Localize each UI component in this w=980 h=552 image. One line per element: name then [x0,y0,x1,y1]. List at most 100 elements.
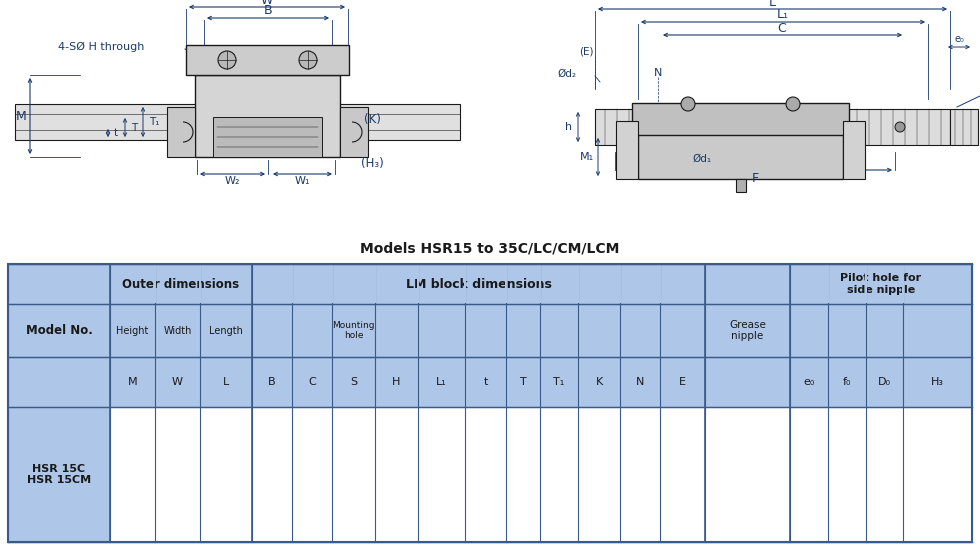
Bar [199,265,201,303]
Text: HSR 15C
HSR 15CM: HSR 15C HSR 15CM [26,464,91,485]
Text: Ød₂: Ød₂ [558,69,576,79]
Bar [827,265,829,303]
Text: Width: Width [164,326,192,336]
Text: H: H [392,377,401,387]
Text: W: W [261,0,273,7]
Text: S: S [350,377,357,387]
Text: 3.9: 3.9 [838,470,856,480]
Text: M: M [127,377,137,387]
Text: B: B [264,4,272,18]
Text: h: h [565,122,572,132]
Bar [464,265,466,303]
Bar [632,103,849,135]
Circle shape [299,51,317,69]
Text: (K): (K) [364,114,380,126]
Bar [505,265,507,303]
Text: Outer dimensions: Outer dimensions [122,278,239,290]
Text: 4-SØ H through: 4-SØ H through [58,42,144,52]
Text: B: B [269,377,275,387]
Circle shape [681,97,695,111]
Text: N: N [654,68,662,78]
Text: T₁: T₁ [149,117,160,127]
Text: F: F [752,172,759,184]
Text: Ød₁: Ød₁ [693,154,711,164]
Bar [186,45,349,75]
Bar [8,264,972,542]
Bar [417,265,419,303]
Bar [638,109,843,179]
Text: Model No.: Model No. [25,324,92,337]
Bar [213,117,322,157]
Text: 38: 38 [265,470,279,480]
Text: 3: 3 [881,470,888,480]
Text: 3.2: 3.2 [800,470,818,480]
Text: 7: 7 [519,470,526,480]
Text: L: L [768,0,775,8]
Text: T₁: T₁ [554,377,564,387]
Text: D₀: D₀ [878,377,891,387]
Text: Length: Length [209,326,243,336]
Bar [595,109,950,145]
Text: (E): (E) [579,47,593,57]
Bar [736,179,746,192]
Text: Models HSR15 to 35C/LC/CM/LCM: Models HSR15 to 35C/LC/CM/LCM [361,242,619,256]
Text: W: W [172,377,183,387]
Bar [902,265,904,303]
Bar [374,265,376,303]
Bar [15,104,460,140]
Text: t: t [114,128,119,138]
Bar [340,107,368,157]
Text: C: C [308,377,316,387]
Text: 4.7: 4.7 [929,470,947,480]
Text: 24: 24 [125,470,139,480]
Circle shape [786,97,800,111]
Bar [110,408,971,541]
Text: M5: M5 [345,470,362,480]
Text: 47: 47 [171,470,184,480]
Text: K: K [596,377,603,387]
Text: 30: 30 [305,470,319,480]
Text: E: E [679,377,686,387]
Bar [616,121,638,179]
Bar [0,0,980,264]
Text: Pilot hole for
side nipple: Pilot hole for side nipple [841,273,921,295]
Text: 56.6: 56.6 [214,470,238,480]
Bar [331,265,333,303]
Text: Height: Height [117,326,149,336]
Bar [865,265,867,303]
Text: 38.8: 38.8 [429,470,454,480]
Bar [195,75,340,157]
Bar [619,265,621,303]
Text: C: C [777,22,786,34]
Text: 11: 11 [478,470,493,480]
Text: L: L [222,377,229,387]
Text: Grease
nipple: Grease nipple [729,320,766,341]
Text: W₁: W₁ [294,176,310,186]
Bar [291,265,293,303]
Text: L₁: L₁ [777,8,789,22]
Bar [167,107,195,157]
Bar [154,265,156,303]
Text: e₀: e₀ [804,377,814,387]
Text: T: T [131,123,137,133]
Text: W₂: W₂ [224,176,240,186]
Bar [843,121,865,179]
Bar [950,109,978,145]
Text: LM block dimensions: LM block dimensions [406,278,552,290]
Text: e₀: e₀ [955,34,964,44]
Bar [8,264,972,542]
Text: 7: 7 [556,470,563,480]
Text: f₀: f₀ [843,377,852,387]
Text: N: N [636,377,644,387]
Text: 4.3: 4.3 [631,470,649,480]
Bar [577,265,579,303]
Text: (H₃): (H₃) [361,157,383,171]
Text: 4.5: 4.5 [388,470,406,480]
Text: M: M [16,109,26,123]
Text: t: t [483,377,488,387]
Bar [539,265,541,303]
Text: H₃: H₃ [931,377,944,387]
Text: M₁: M₁ [580,152,594,162]
Circle shape [218,51,236,69]
Text: L₁: L₁ [436,377,447,387]
